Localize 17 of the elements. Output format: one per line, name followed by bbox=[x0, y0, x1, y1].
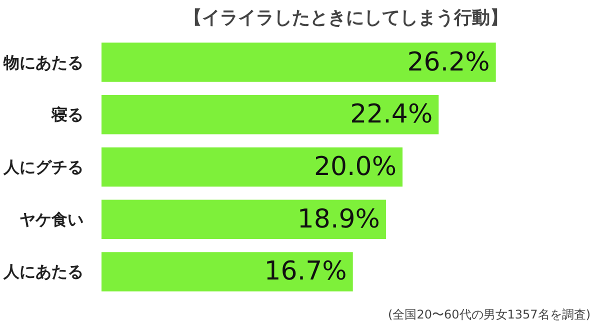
data-label: 16.7% bbox=[264, 256, 347, 287]
bar bbox=[102, 42, 496, 82]
data-label: 26.2% bbox=[407, 47, 490, 78]
chart-title: 【イライラしたときにしてしまう行動】 bbox=[184, 8, 508, 28]
y-tick-label: 人にグチる bbox=[2, 158, 84, 176]
bar bbox=[102, 252, 353, 292]
y-tick-label: 寝る bbox=[50, 105, 84, 124]
bar bbox=[102, 147, 403, 187]
data-label: 20.0% bbox=[314, 152, 397, 182]
text: (全国20〜60代の男女1357名を調査) bbox=[388, 308, 591, 322]
bar bbox=[102, 95, 439, 134]
bar bbox=[102, 200, 386, 239]
y-tick-label: 物にあたる bbox=[2, 52, 84, 72]
y-tick-label: 人にあたる bbox=[2, 262, 84, 282]
y-tick-label: ヤケ食い bbox=[20, 210, 84, 229]
data-label: 22.4% bbox=[350, 100, 433, 130]
data-label: 18.9% bbox=[297, 204, 380, 234]
